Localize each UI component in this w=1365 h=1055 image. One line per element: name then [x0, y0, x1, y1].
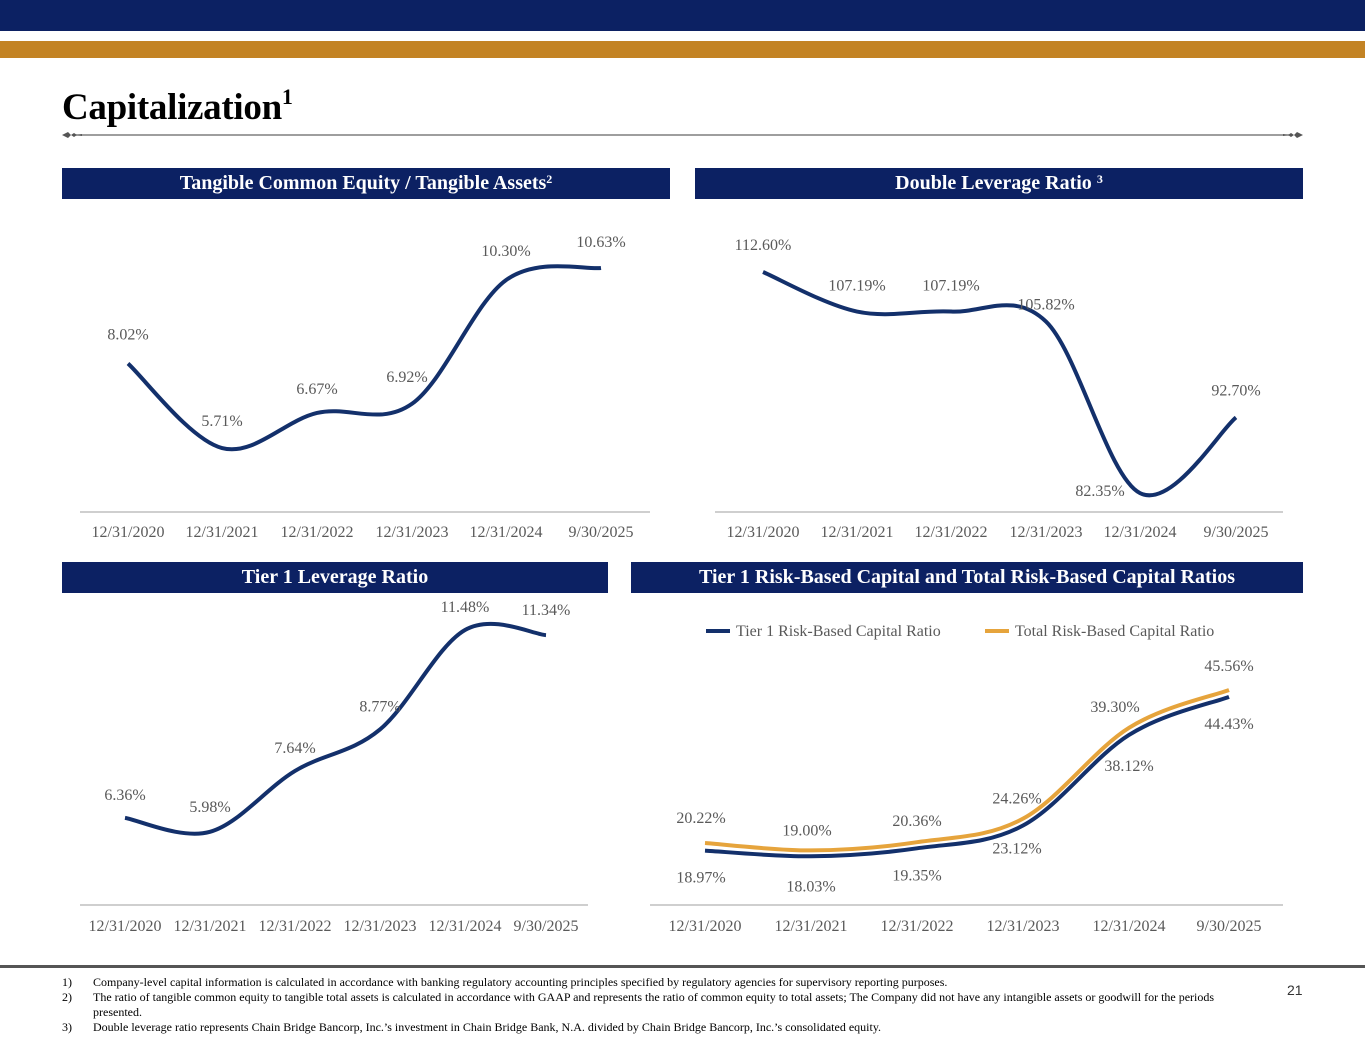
page-title: Capitalization1: [62, 84, 293, 129]
series-line-total-risk-based-capital-ratio: [704, 688, 1230, 853]
x-tick-label: 12/31/2022: [915, 524, 988, 541]
data-label: 8.77%: [359, 698, 400, 715]
title-rule: [62, 132, 1303, 138]
x-tick-label: 12/31/2022: [881, 918, 954, 935]
x-tick-label: 9/30/2025: [1197, 918, 1262, 935]
data-label: 10.63%: [576, 234, 625, 251]
data-label: 18.03%: [786, 878, 835, 895]
page-number: 21: [1287, 982, 1303, 998]
top-navy-bar: [0, 0, 1365, 31]
x-tick-label: 12/31/2021: [821, 524, 894, 541]
series-line-tier-1-leverage-ratio: [124, 621, 547, 836]
data-label: 107.19%: [828, 278, 885, 295]
data-label: 11.48%: [441, 599, 490, 616]
x-tick-label: 9/30/2025: [569, 524, 634, 541]
series-line-tier-1-risk-based-capital-ratio: [704, 694, 1230, 859]
data-label: 38.12%: [1104, 758, 1153, 775]
data-label: 20.22%: [676, 810, 725, 827]
data-label: 105.82%: [1017, 297, 1074, 314]
x-tick-label: 12/31/2024: [470, 524, 543, 541]
data-label: 6.36%: [104, 787, 145, 804]
footnote-1: 1) Company-level capital information is c…: [62, 975, 1262, 990]
x-tick-label: 12/31/2021: [174, 918, 247, 935]
panel-header-t1l: Tier 1 Leverage Ratio: [62, 562, 608, 593]
series-line-tangible-common-equity-tangible-assets: [126, 264, 602, 452]
x-tick-label: 12/31/2023: [344, 918, 417, 935]
footnote-text: Company-level capital information is cal…: [93, 975, 948, 989]
x-tick-label: 12/31/2021: [186, 524, 259, 541]
footnote-number: 1): [62, 975, 72, 989]
x-tick-label: 12/31/2020: [727, 524, 800, 541]
x-tick-label: 12/31/2024: [1093, 918, 1166, 935]
panel-header-rbc: Tier 1 Risk-Based Capital and Total Risk…: [631, 562, 1303, 593]
footnotes: 1) Company-level capital information is c…: [62, 975, 1262, 1035]
footer-rule: [0, 965, 1365, 968]
footnote-2: 2) The ratio of tangible common equity to…: [62, 990, 1262, 1020]
data-label: 6.92%: [386, 369, 427, 386]
data-label: 18.97%: [676, 870, 725, 887]
series-line-double-leverage-ratio: [762, 270, 1238, 498]
data-label: 45.56%: [1204, 658, 1253, 675]
footnote-text: Double leverage ratio represents Chain B…: [93, 1020, 882, 1034]
data-label: 6.67%: [296, 381, 337, 398]
data-label: 8.02%: [107, 327, 148, 344]
data-label: 11.34%: [522, 602, 571, 619]
x-tick-label: 12/31/2020: [669, 918, 742, 935]
x-tick-label: 12/31/2024: [1104, 524, 1177, 541]
data-label: 39.30%: [1090, 699, 1139, 716]
data-label: 112.60%: [735, 237, 792, 254]
data-label: 20.36%: [892, 813, 941, 830]
data-label: 92.70%: [1211, 382, 1260, 399]
x-tick-label: 12/31/2023: [376, 524, 449, 541]
x-tick-label: 12/31/2022: [281, 524, 354, 541]
panel-title-dlr: Double Leverage Ratio: [895, 172, 1092, 194]
diamond-ornament-left-icon: [62, 132, 82, 138]
x-tick-label: 12/31/2023: [987, 918, 1060, 935]
data-label: 19.00%: [782, 822, 831, 839]
panel-title-t1l: Tier 1 Leverage Ratio: [241, 566, 429, 588]
x-tick-label: 12/31/2023: [1010, 524, 1083, 541]
x-tick-label: 12/31/2020: [89, 918, 162, 935]
footnote-number: 3): [62, 1020, 72, 1034]
x-tick-label: 12/31/2021: [775, 918, 848, 935]
data-label: 5.98%: [189, 799, 230, 816]
legend-label: Tier 1 Risk-Based Capital Ratio: [736, 623, 941, 640]
panel-footnote-marker-dlr: 3: [1096, 172, 1103, 186]
data-label: 19.35%: [892, 867, 941, 884]
top-gold-bar: [0, 41, 1365, 58]
x-tick-label: 12/31/2022: [259, 918, 332, 935]
x-tick-label: 12/31/2020: [92, 524, 165, 541]
data-label: 44.43%: [1204, 716, 1253, 733]
data-label: 24.26%: [992, 791, 1041, 808]
x-tick-label: 12/31/2024: [429, 918, 502, 935]
data-label: 5.71%: [201, 413, 242, 430]
page-title-text: Capitalization: [62, 87, 282, 128]
data-label: 82.35%: [1075, 483, 1124, 500]
panel-title-rbc: Tier 1 Risk-Based Capital and Total Risk…: [698, 566, 1236, 588]
footnote-3: 3) Double leverage ratio represents Chain…: [62, 1020, 1262, 1035]
panel-header-dlr: Double Leverage Ratio 3: [695, 168, 1303, 199]
page-title-footnote-marker: 1: [281, 84, 293, 109]
data-label: 107.19%: [922, 278, 979, 295]
panel-footnote-marker-tce: 2: [546, 172, 553, 186]
x-tick-label: 9/30/2025: [514, 918, 579, 935]
panel-header-tce: Tangible Common Equity / Tangible Assets…: [62, 168, 670, 199]
panel-title-tce: Tangible Common Equity / Tangible Assets: [179, 172, 547, 194]
data-label: 10.30%: [481, 243, 530, 260]
data-label: 23.12%: [992, 841, 1041, 858]
x-tick-label: 9/30/2025: [1204, 524, 1269, 541]
legend-label: Total Risk-Based Capital Ratio: [1015, 623, 1214, 640]
footnote-text: The ratio of tangible common equity to t…: [93, 990, 1215, 1019]
footnote-number: 2): [62, 990, 72, 1004]
diamond-ornament-right-icon: [1283, 132, 1303, 138]
data-label: 7.64%: [274, 740, 315, 757]
